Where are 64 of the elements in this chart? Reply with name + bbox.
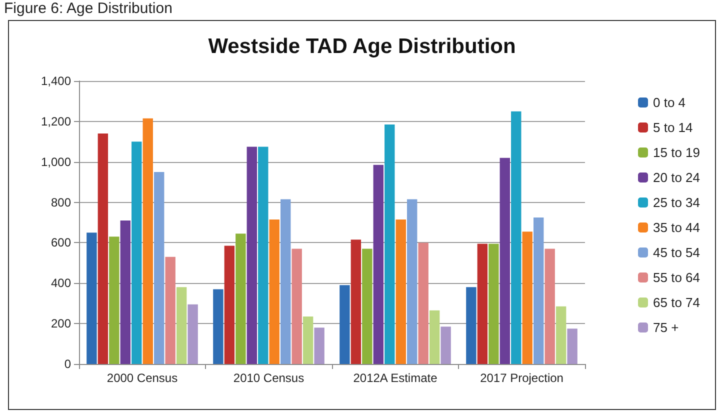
legend-label: 55 to 64 <box>653 270 700 285</box>
bar <box>567 328 578 364</box>
bar <box>280 199 291 364</box>
legend-label: 35 to 44 <box>653 220 700 235</box>
bar <box>269 219 280 364</box>
legend-label: 15 to 19 <box>653 145 700 160</box>
y-tick-label: 800 <box>50 195 72 210</box>
bar <box>176 287 187 364</box>
bar <box>188 304 198 364</box>
bar <box>302 316 314 364</box>
bar <box>165 256 176 364</box>
bar <box>258 146 268 364</box>
legend-label: 0 to 4 <box>653 95 686 110</box>
bar <box>236 234 246 364</box>
legend-label: 5 to 14 <box>653 120 693 135</box>
bar <box>556 306 566 364</box>
legend-label: 25 to 34 <box>653 195 700 210</box>
x-tick-label: 2010 Census <box>233 371 304 385</box>
bar <box>488 244 499 364</box>
bar <box>522 232 532 364</box>
bar <box>429 310 440 364</box>
bar <box>314 328 324 364</box>
bar <box>154 172 164 364</box>
y-tick-label: 200 <box>50 316 72 331</box>
bar <box>132 142 142 364</box>
bar <box>213 289 224 364</box>
legend-label: 20 to 24 <box>653 170 700 185</box>
x-tick-label: 2012A Estimate <box>353 371 438 385</box>
bar <box>246 146 258 364</box>
bar <box>86 232 97 364</box>
y-tick-label: 1,400 <box>40 74 72 88</box>
bar <box>340 285 350 364</box>
bar <box>511 111 522 364</box>
y-tick-label: 0 <box>64 357 72 371</box>
bar <box>440 326 451 364</box>
y-tick-label: 600 <box>50 236 72 250</box>
bar <box>384 124 395 364</box>
x-tick-label: 2017 Projection <box>480 371 564 385</box>
bar <box>109 236 120 364</box>
caption: Figure 6: Age Distribution <box>4 0 172 17</box>
bar <box>120 220 131 364</box>
bar <box>373 164 384 364</box>
bar <box>224 246 235 364</box>
legend-label: 75 + <box>653 320 679 335</box>
bar <box>362 248 372 364</box>
y-tick-label: 400 <box>50 276 72 290</box>
bar <box>396 219 406 364</box>
y-tick-label: 1,200 <box>40 114 72 128</box>
bar <box>406 199 418 364</box>
x-tick-label: 2000 Census <box>106 371 178 385</box>
bar <box>544 248 555 364</box>
bar <box>142 118 153 364</box>
bar <box>533 217 544 364</box>
bar <box>477 244 488 364</box>
legend-label: 65 to 74 <box>653 295 700 310</box>
bar <box>500 158 510 364</box>
chart-title: Westside TAD Age Distribution <box>208 35 516 58</box>
bar <box>292 248 302 364</box>
bar <box>98 134 108 364</box>
bar <box>350 240 362 364</box>
y-tick-label: 1,000 <box>40 154 72 169</box>
bar <box>418 242 428 364</box>
legend-label: 45 to 54 <box>653 245 700 260</box>
bar <box>466 287 476 364</box>
